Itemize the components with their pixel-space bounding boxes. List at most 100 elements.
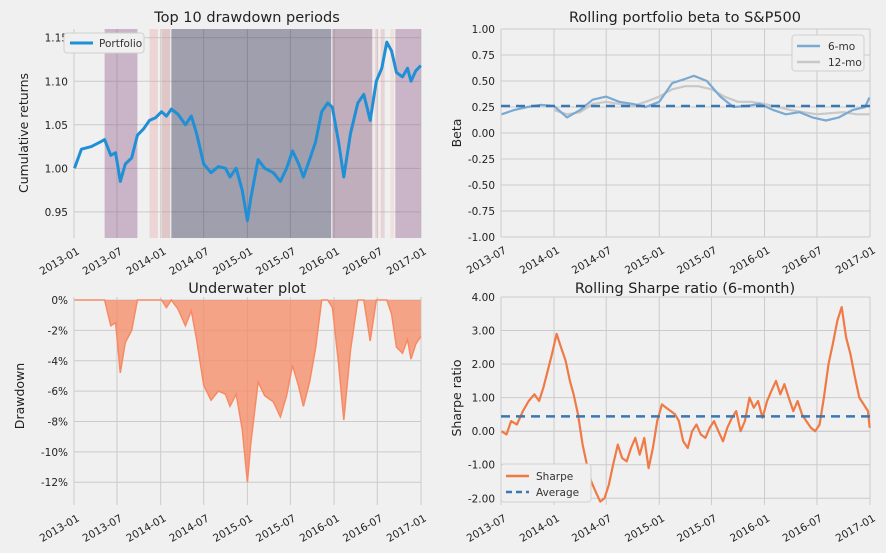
y-tick-label: -1.00 (468, 460, 495, 472)
y-axis-label: Sharpe ratio (449, 359, 464, 436)
x-tick-label: 2017-01 (385, 512, 429, 544)
legend-label-portfolio: Portfolio (99, 38, 142, 50)
y-axis-label: Drawdown (12, 363, 27, 429)
y-tick-label: -10% (41, 447, 68, 459)
y-tick-label: 0.25 (472, 102, 495, 114)
y-tick-label: 0.95 (45, 207, 68, 219)
y-tick-label: 1.05 (45, 120, 68, 132)
x-tick-label: 2013-07 (465, 512, 509, 544)
grid (500, 296, 871, 505)
y-tick-label: -2.00 (468, 493, 495, 505)
drawdown-span (149, 29, 158, 238)
legend: Sharpe Average (500, 463, 592, 503)
x-tick-label: 2015-01 (211, 512, 255, 544)
y-tick-label: 0.50 (472, 76, 495, 88)
x-tick-label: 2014-01 (124, 512, 168, 544)
x-tick-label: 2014-01 (518, 512, 562, 544)
y-tick-label: -8% (48, 416, 68, 428)
y-tick-label: -6% (48, 386, 68, 398)
x-tick-label: 2017-01 (834, 512, 878, 544)
x-tick-label: 2016-07 (341, 245, 385, 277)
legend: Portfolio (63, 32, 145, 54)
x-tick-label: 2013-07 (81, 245, 125, 277)
series-lines (500, 306, 871, 503)
x-tick-label: 2015-07 (675, 512, 719, 544)
x-tick-label: 2015-07 (254, 512, 298, 544)
panel-rolling-beta: 2013-07 2014-01 2014-07 2015-01 2015-07 2016-… (449, 10, 878, 277)
y-tick-label: 0.00 (472, 128, 495, 140)
legend: 6-mo 12-mo (791, 34, 865, 72)
y-axis-label: Beta (449, 119, 464, 148)
legend-label-6mo: 6-mo (828, 41, 855, 53)
y-tick-label: 1.10 (45, 76, 68, 88)
x-tick-label: 2016-01 (298, 245, 342, 277)
series-lines (73, 40, 422, 223)
x-tick-label: 2016-01 (728, 244, 772, 276)
y-tick-label: -0.25 (468, 154, 495, 166)
y-tick-label: -1.00 (468, 232, 495, 244)
x-tick-label: 2013-01 (38, 245, 82, 277)
x-tick-label: 2016-07 (781, 244, 825, 276)
drawdown-span (374, 29, 379, 238)
series-line-sharpe (500, 306, 871, 503)
legend-box (63, 32, 145, 54)
x-tick-label: 2014-07 (167, 245, 211, 277)
drawdown-span (161, 29, 171, 238)
drawdown-span (390, 29, 395, 238)
y-tick-label: 3.00 (472, 326, 495, 338)
x-tick-label: 2016-01 (728, 512, 772, 544)
drawdown-spans (104, 29, 421, 238)
x-tick-label: 2015-01 (211, 245, 255, 277)
x-tick-label: 2014-01 (124, 245, 168, 277)
x-tick-label: 2014-07 (167, 512, 211, 544)
y-tick-label: 1.15 (45, 33, 68, 45)
y-tick-label: -12% (41, 477, 68, 489)
panel-rolling-sharpe: 2013-07 2014-01 2014-07 2015-01 2015-07 2016-… (449, 281, 878, 545)
chart-title: Top 10 drawdown periods (153, 10, 340, 26)
drawdown-span (380, 29, 385, 238)
x-tick-label: 2014-07 (570, 244, 614, 276)
x-tick-label: 2014-01 (518, 244, 562, 276)
underwater-area (74, 300, 421, 483)
chart-title: Rolling portfolio beta to S&P500 (569, 10, 801, 26)
y-tick-label: -0.75 (468, 206, 495, 218)
x-tick-label: 2016-07 (341, 512, 385, 544)
x-tick-label: 2015-01 (623, 244, 667, 276)
x-tick-label: 2016-07 (781, 512, 825, 544)
legend-label-average: Average (536, 487, 579, 499)
chart-title: Rolling Sharpe ratio (6-month) (575, 281, 795, 297)
series-area (74, 298, 422, 483)
y-tick-label: 1.00 (472, 24, 495, 36)
series-line-portfolio (73, 40, 422, 223)
y-tick-label: -0.50 (468, 180, 495, 192)
x-tick-label: 2013-07 (81, 512, 125, 544)
y-tick-label: -4% (48, 356, 68, 368)
x-tick-label: 2015-07 (254, 245, 298, 277)
legend-box (500, 463, 592, 503)
series-line-12mo (553, 85, 870, 116)
y-tick-label: 1.00 (45, 163, 68, 175)
y-tick-label: 0.00 (472, 426, 495, 438)
y-tick-label: 1.00 (472, 393, 495, 405)
y-tick-label: 0.75 (472, 50, 495, 62)
x-tick-label: 2017-01 (834, 244, 878, 276)
drawdown-span (395, 29, 421, 238)
chart-title: Underwater plot (188, 281, 306, 297)
x-tick-label: 2013-01 (38, 512, 82, 544)
underwater-edge (74, 298, 422, 483)
x-tick-label: 2015-01 (623, 512, 667, 544)
y-tick-label: 2.00 (472, 359, 495, 371)
legend-label-sharpe: Sharpe (536, 471, 573, 483)
drawdown-span (104, 29, 138, 238)
series-lines (501, 74, 871, 122)
y-tick-label: 4.00 (472, 292, 495, 304)
x-tick-label: 2016-01 (298, 512, 342, 544)
series-line-6mo (501, 74, 871, 122)
y-tick-label: 0% (51, 295, 68, 307)
drawdown-span (332, 29, 373, 238)
x-tick-label: 2014-07 (570, 512, 614, 544)
x-tick-label: 2013-07 (465, 244, 509, 276)
